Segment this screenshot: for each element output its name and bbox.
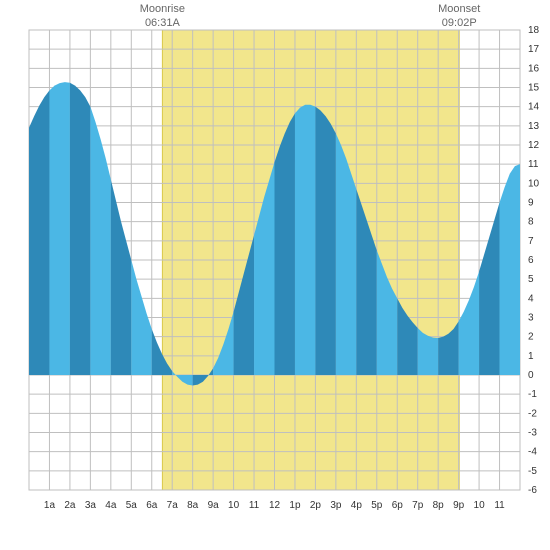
- y-tick-label: 7: [528, 236, 534, 247]
- y-tick-label: 9: [528, 198, 534, 209]
- y-tick-label: 18: [528, 25, 540, 36]
- y-tick-label: 10: [528, 178, 540, 189]
- x-tick-label: 10: [474, 500, 486, 511]
- x-tick-label: 2a: [64, 500, 76, 511]
- x-tick-label: 7a: [167, 500, 179, 511]
- y-tick-label: 12: [528, 140, 540, 151]
- x-tick-label: 9a: [208, 500, 220, 511]
- y-tick-label: 1: [528, 351, 534, 362]
- x-tick-label: 8a: [187, 500, 199, 511]
- y-tick-label: 6: [528, 255, 534, 266]
- x-tick-label: 3a: [85, 500, 97, 511]
- y-tick-label: 11: [528, 159, 539, 170]
- chart-svg: 1a2a3a4a5a6a7a8a9a1011121p2p3p4p5p6p7p8p…: [0, 0, 550, 550]
- x-tick-label: 7p: [412, 500, 424, 511]
- moonrise-time: 06:31A: [132, 16, 192, 30]
- x-tick-label: 12: [269, 500, 281, 511]
- moonrise-title: Moonrise: [132, 2, 192, 16]
- x-tick-label: 10: [228, 500, 240, 511]
- y-tick-label: 14: [528, 102, 540, 113]
- y-tick-label: -1: [528, 389, 537, 400]
- x-tick-label: 1p: [289, 500, 301, 511]
- x-tick-label: 11: [494, 500, 505, 511]
- moonrise-label: Moonrise06:31A: [132, 2, 192, 31]
- x-tick-label: 4a: [105, 500, 117, 511]
- y-tick-label: 5: [528, 274, 534, 285]
- x-tick-label: 5a: [126, 500, 138, 511]
- y-tick-label: 15: [528, 83, 540, 94]
- moonset-label: Moonset09:02P: [429, 2, 489, 31]
- y-tick-label: 17: [528, 44, 540, 55]
- y-tick-label: 0: [528, 370, 534, 381]
- moonset-time: 09:02P: [429, 16, 489, 30]
- y-tick-label: -4: [528, 447, 537, 458]
- moonset-title: Moonset: [429, 2, 489, 16]
- x-tick-label: 6a: [146, 500, 158, 511]
- y-tick-label: -6: [528, 485, 537, 496]
- tide-chart: 1a2a3a4a5a6a7a8a9a1011121p2p3p4p5p6p7p8p…: [0, 0, 550, 550]
- y-tick-label: 4: [528, 293, 534, 304]
- y-tick-label: 16: [528, 63, 540, 74]
- y-tick-label: -2: [528, 408, 537, 419]
- y-tick-label: 3: [528, 313, 534, 324]
- x-tick-label: 1a: [44, 500, 56, 511]
- x-tick-label: 2p: [310, 500, 322, 511]
- x-tick-label: 8p: [433, 500, 445, 511]
- x-tick-label: 4p: [351, 500, 363, 511]
- x-tick-label: 11: [249, 500, 260, 511]
- y-tick-label: 2: [528, 332, 534, 343]
- x-tick-label: 9p: [453, 500, 465, 511]
- y-tick-label: 13: [528, 121, 540, 132]
- x-tick-label: 3p: [330, 500, 342, 511]
- x-tick-label: 5p: [371, 500, 383, 511]
- y-tick-label: -5: [528, 466, 537, 477]
- x-tick-label: 6p: [392, 500, 404, 511]
- y-tick-label: -3: [528, 428, 537, 439]
- y-tick-label: 8: [528, 217, 534, 228]
